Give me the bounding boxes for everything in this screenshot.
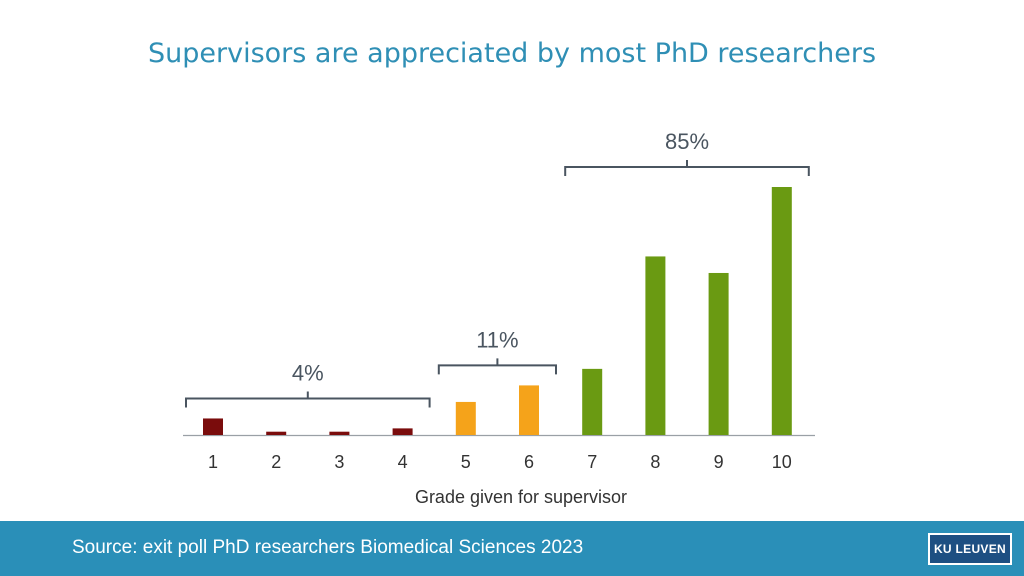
- x-tick-label: 7: [587, 452, 597, 472]
- x-tick-label: 10: [772, 452, 792, 472]
- bar-3: [329, 431, 350, 435]
- x-axis-title: Grade given for supervisor: [415, 487, 627, 507]
- bar-4: [392, 428, 413, 435]
- bar-10: [771, 187, 792, 435]
- group-percent-label: 85%: [665, 129, 709, 154]
- bar-8: [645, 256, 666, 435]
- x-tick-label: 2: [271, 452, 281, 472]
- group-percent-label: 11%: [476, 327, 518, 352]
- bar-chart: 1 2 3 4 5 6 7 8 9 10 Grade given for supervisor 4% 1…: [183, 129, 815, 507]
- bar-2: [266, 431, 287, 435]
- bar-6: [519, 385, 539, 435]
- logo-text: KU LEUVEN: [933, 542, 1007, 556]
- footer-bar: Source: exit poll PhD researchers Biomed…: [0, 521, 1024, 576]
- group-percent-label: 4%: [292, 360, 324, 385]
- x-tick-label: 6: [524, 452, 534, 472]
- x-tick-label: 9: [714, 452, 724, 472]
- bar-1: [203, 418, 223, 435]
- x-tick-label: 5: [461, 452, 471, 472]
- x-tick-label: 8: [650, 452, 660, 472]
- page-title: Supervisors are appreciated by most PhD …: [147, 38, 877, 69]
- ku-leuven-logo: KU LEUVEN: [928, 533, 1012, 565]
- x-tick-label: 3: [334, 452, 344, 472]
- source-note: Source: exit poll PhD researchers Biomed…: [72, 537, 584, 558]
- group-bracket: [185, 391, 431, 408]
- bar-9: [708, 272, 729, 435]
- group-bracket: [437, 358, 557, 375]
- x-tick-label: 1: [208, 452, 218, 472]
- group-bracket: [564, 160, 810, 176]
- bar-5: [455, 401, 476, 435]
- x-tick-label: 4: [398, 452, 408, 472]
- bar-7: [582, 368, 603, 435]
